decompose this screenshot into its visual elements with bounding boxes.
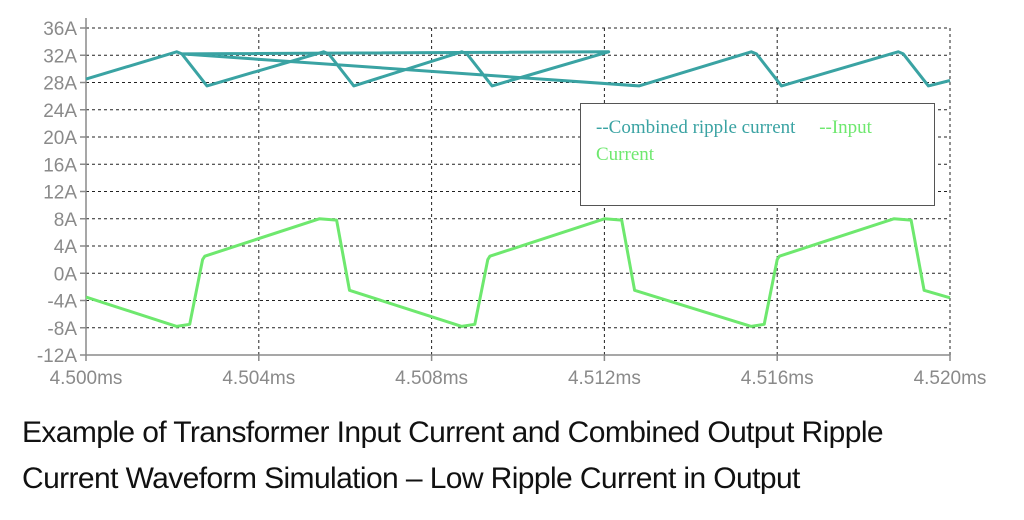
series-layer <box>85 50 951 328</box>
x-tick-label: 4.500ms <box>50 368 123 389</box>
y-tick-label: -4A <box>47 292 77 313</box>
caption-line-1: Example of Transformer Input Current and… <box>22 416 884 449</box>
x-tick-label: 4.512ms <box>568 368 641 389</box>
grid <box>86 27 951 355</box>
y-tick-label: -8A <box>47 319 77 340</box>
y-tick-label: 28A <box>43 74 77 95</box>
y-tick-label: 0A <box>54 264 78 285</box>
y-tick-label: 36A <box>43 19 77 40</box>
x-tick-label: 4.508ms <box>395 368 468 389</box>
series-input-current <box>85 217 951 328</box>
caption-line-2: Current Waveform Simulation – Low Ripple… <box>22 462 800 495</box>
axes <box>80 18 951 361</box>
x-tick-label: 4.504ms <box>222 368 295 389</box>
chart: 36A32A28A24A20A16A12A8A4A0A-4A-8A-12A4.5… <box>37 18 987 389</box>
figure-caption: Example of Transformer Input Current and… <box>22 410 1012 502</box>
x-tick-label: 4.516ms <box>741 368 814 389</box>
series-combined-ripple-current <box>85 50 951 88</box>
legend-text: --Combined ripple current --Input Curren… <box>596 114 926 168</box>
legend-input-label-cont: Current <box>596 144 655 165</box>
tick-labels: 36A32A28A24A20A16A12A8A4A0A-4A-8A-12A4.5… <box>37 19 987 389</box>
y-tick-label: 24A <box>43 101 77 122</box>
y-tick-label: -12A <box>37 346 77 367</box>
x-tick-label: 4.520ms <box>914 368 987 389</box>
y-tick-label: 16A <box>43 155 77 176</box>
y-tick-label: 20A <box>43 128 77 149</box>
y-tick-label: 12A <box>43 183 77 204</box>
y-tick-label: 32A <box>43 46 77 67</box>
legend-combined-label: --Combined ripple current <box>596 117 796 138</box>
y-tick-label: 4A <box>54 237 78 258</box>
y-tick-label: 8A <box>54 210 78 231</box>
legend: --Combined ripple current --Input Curren… <box>580 103 935 206</box>
legend-input-label: --Input <box>819 117 872 138</box>
